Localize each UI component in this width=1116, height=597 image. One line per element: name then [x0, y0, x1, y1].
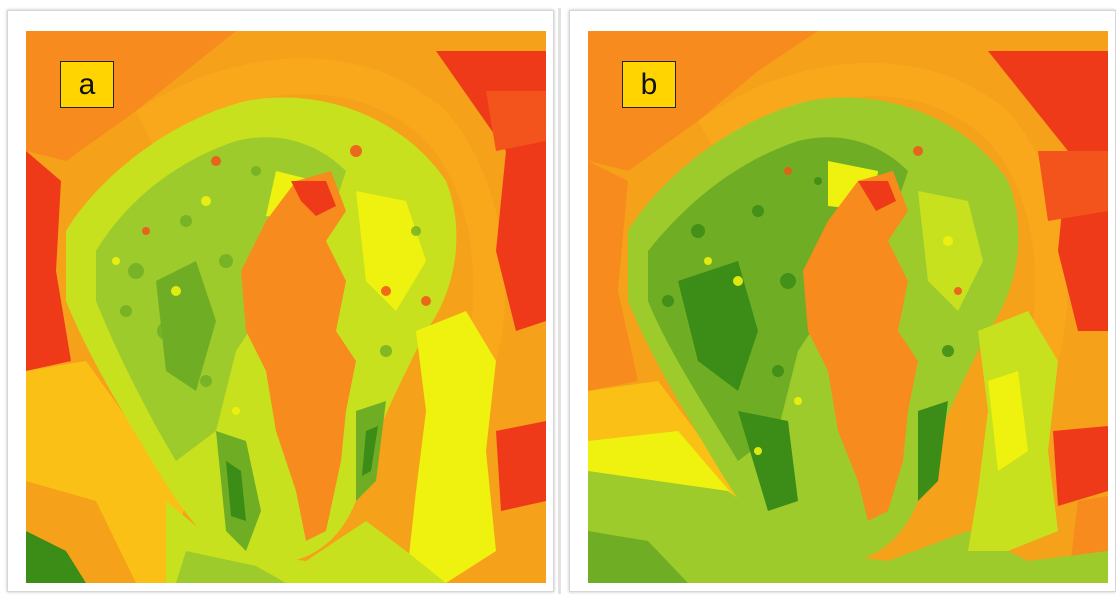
panel-separator [558, 8, 561, 594]
map-image-a [26, 31, 546, 583]
classified-map-b [588, 31, 1108, 583]
panel-label-b: b [622, 61, 676, 108]
classified-map-a [26, 31, 546, 583]
panel-label-a: a [60, 61, 114, 108]
map-image-b [588, 31, 1108, 583]
map-panel-a: a [7, 10, 554, 592]
map-panel-b: b [569, 10, 1116, 592]
